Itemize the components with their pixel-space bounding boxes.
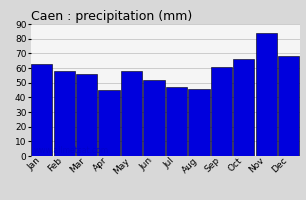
Bar [121,71,142,156]
Text: www.allmetsat.com: www.allmetsat.com [33,146,108,155]
Bar [188,89,210,156]
Bar [76,74,97,156]
Bar [54,71,75,156]
Bar [166,87,187,156]
Bar [233,59,254,156]
Text: Caen : precipitation (mm): Caen : precipitation (mm) [31,10,192,23]
Bar [278,56,299,156]
Bar [256,33,277,156]
Bar [31,64,53,156]
Bar [211,67,232,156]
Bar [143,80,165,156]
Bar [99,90,120,156]
